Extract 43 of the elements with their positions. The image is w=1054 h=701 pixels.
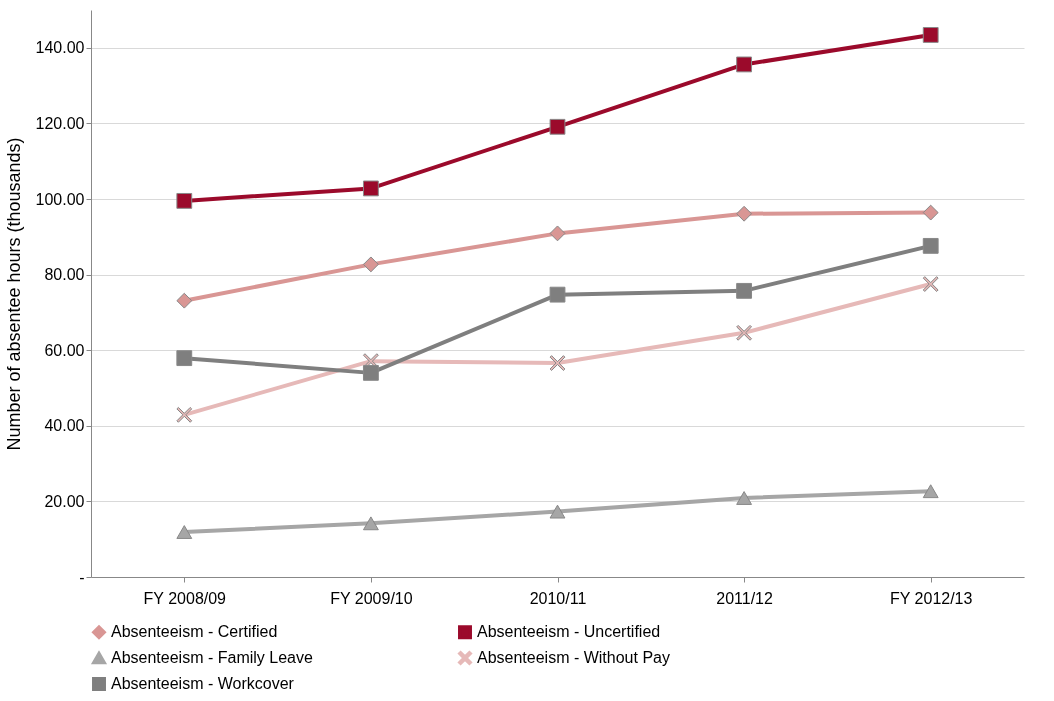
point xyxy=(922,276,939,292)
point xyxy=(362,180,379,197)
y-tick-label: 20.00 xyxy=(44,492,85,510)
point xyxy=(176,350,193,367)
point xyxy=(176,525,193,539)
y-tick-label: 140.00 xyxy=(35,39,85,57)
point xyxy=(922,204,939,221)
x-tick-label: 2011/12 xyxy=(716,589,774,607)
legend-label: Absenteeism - Family Leave xyxy=(111,649,313,666)
point xyxy=(549,355,566,371)
point xyxy=(549,225,566,242)
point xyxy=(736,491,753,505)
x-tick-label: FY 2009/10 xyxy=(330,589,413,607)
y-axis-title: Number of absentee hours (thousands) xyxy=(3,137,24,451)
point xyxy=(176,406,193,423)
y-tick-label: 120.00 xyxy=(35,114,85,132)
point xyxy=(362,256,379,273)
point xyxy=(922,27,939,43)
point xyxy=(176,292,193,309)
point xyxy=(922,237,939,254)
y-tick-label: 100.00 xyxy=(35,190,85,208)
y-tick-label: 60.00 xyxy=(44,341,85,359)
x-tick-label: 2010/11 xyxy=(529,589,587,607)
legend-label: Absenteeism - Workcover xyxy=(111,675,295,692)
point xyxy=(549,504,566,519)
point xyxy=(549,118,566,135)
point xyxy=(736,205,753,222)
point xyxy=(736,282,753,299)
point xyxy=(362,516,379,531)
point xyxy=(549,286,566,303)
y-tick-label: 40.00 xyxy=(44,417,85,435)
point xyxy=(736,324,753,341)
x-tick-label: FY 2012/13 xyxy=(889,589,973,607)
x-tick-label: FY 2008/09 xyxy=(143,589,227,607)
point xyxy=(362,364,379,381)
legend-label: Absenteeism - Without Pay xyxy=(477,649,670,666)
point xyxy=(736,56,753,73)
point xyxy=(922,484,939,499)
y-tick-label: - xyxy=(79,568,85,586)
point xyxy=(176,192,193,209)
legend-label: Absenteeism - Certified xyxy=(111,623,278,641)
y-tick-label: 80.00 xyxy=(44,266,85,284)
legend-label: Absenteeism - Uncertified xyxy=(477,623,661,641)
